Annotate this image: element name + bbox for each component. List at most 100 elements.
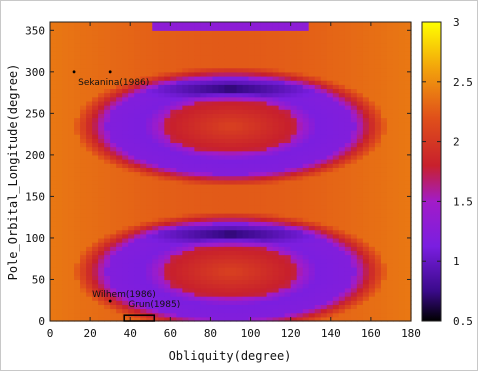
heatmap-cell — [356, 221, 364, 227]
heatmap-cell — [320, 304, 328, 310]
x-tick-label: 180 — [401, 327, 421, 340]
heatmap-cell — [188, 204, 195, 210]
heatmap-cell — [194, 125, 202, 131]
heatmap-cell — [50, 117, 57, 123]
heatmap-cell — [374, 96, 382, 102]
heatmap-cell — [140, 242, 147, 247]
heatmap-cell — [314, 138, 322, 144]
heatmap-cell — [224, 75, 232, 81]
heatmap-cell — [164, 171, 171, 177]
heatmap-cell — [266, 30, 274, 36]
heatmap-cell — [254, 88, 262, 94]
heatmap-cell — [230, 237, 238, 243]
heatmap-cell — [248, 142, 256, 148]
heatmap-cell — [344, 46, 352, 52]
heatmap-cell — [122, 200, 129, 206]
heatmap-cell — [194, 167, 202, 173]
heatmap-cell — [326, 125, 334, 131]
heatmap-cell — [170, 237, 177, 243]
heatmap-cell — [308, 300, 316, 305]
heatmap-cell — [326, 192, 334, 198]
heatmap-cell — [104, 38, 111, 44]
heatmap-cell — [284, 196, 292, 202]
heatmap-cell — [272, 179, 280, 185]
heatmap-cell — [344, 167, 352, 173]
heatmap-cell — [284, 192, 292, 198]
heatmap-cell — [368, 267, 376, 272]
heatmap-cell — [338, 196, 346, 202]
heatmap-cell — [182, 84, 189, 90]
heatmap-cell — [332, 283, 340, 289]
heatmap-cell — [362, 175, 370, 181]
heatmap-cell — [164, 55, 171, 60]
heatmap-cell — [380, 233, 388, 239]
heatmap-cell — [236, 175, 244, 181]
heatmap-cell — [176, 88, 183, 94]
heatmap-cell — [68, 163, 75, 168]
heatmap-cell — [56, 258, 63, 264]
heatmap-cell — [194, 80, 202, 85]
heatmap-cell — [350, 233, 358, 239]
heatmap-cell — [122, 192, 129, 198]
heatmap-cell — [98, 279, 105, 285]
heatmap-cell — [380, 271, 388, 276]
heatmap-cell — [278, 217, 286, 222]
heatmap-cell — [368, 204, 376, 210]
heatmap-cell — [338, 242, 346, 247]
heatmap-cell — [332, 34, 340, 40]
heatmap-cell — [302, 300, 310, 305]
heatmap-cell — [344, 34, 352, 40]
heatmap-cell — [188, 312, 195, 318]
heatmap-cell — [122, 267, 129, 272]
heatmap-cell — [56, 246, 63, 251]
heatmap-cell — [200, 179, 208, 185]
heatmap-cell — [362, 188, 370, 193]
heatmap-cell — [284, 38, 292, 44]
heatmap-cell — [134, 113, 141, 119]
heatmap-cell — [80, 213, 87, 218]
heatmap-cell — [146, 146, 153, 152]
heatmap-cell — [356, 34, 364, 40]
heatmap-cell — [116, 188, 123, 193]
heatmap-cell — [284, 291, 292, 297]
heatmap-cell — [326, 71, 334, 77]
heatmap-cell — [200, 192, 208, 198]
heatmap-cell — [110, 63, 117, 69]
heatmap-cell — [314, 22, 322, 27]
heatmap-cell — [248, 304, 256, 310]
heatmap-cell — [134, 283, 141, 289]
heatmap-cell — [326, 154, 334, 160]
heatmap-cell — [200, 129, 208, 135]
heatmap-cell — [116, 63, 123, 69]
heatmap-cell — [284, 129, 292, 135]
heatmap-cell — [230, 30, 238, 36]
heatmap-cell — [68, 200, 75, 206]
heatmap-cell — [212, 105, 220, 110]
heatmap-cell — [230, 146, 238, 152]
heatmap-cell — [296, 275, 304, 281]
heatmap-cell — [212, 312, 220, 318]
heatmap-cell — [104, 134, 111, 139]
heatmap-cell — [176, 246, 183, 251]
heatmap-cell — [374, 262, 382, 268]
heatmap-cell — [74, 71, 81, 77]
heatmap-cell — [230, 183, 238, 189]
heatmap-cell — [62, 179, 69, 185]
heatmap-cell — [206, 42, 214, 48]
heatmap-cell — [350, 117, 358, 123]
x-tick-label: 80 — [204, 327, 217, 340]
heatmap-cell — [344, 221, 352, 227]
heatmap-cell — [92, 113, 99, 119]
heatmap-cell — [140, 113, 147, 119]
heatmap-cell — [368, 42, 376, 48]
heatmap-cell — [320, 262, 328, 268]
heatmap-cell — [332, 80, 340, 85]
heatmap-cell — [122, 188, 129, 193]
heatmap-cell — [230, 142, 238, 148]
heatmap-cell — [140, 188, 147, 193]
heatmap-cell — [218, 246, 226, 251]
heatmap-cell — [404, 279, 412, 285]
heatmap-cell — [62, 142, 69, 148]
heatmap-cell — [104, 42, 111, 48]
heatmap-cell — [128, 109, 135, 114]
